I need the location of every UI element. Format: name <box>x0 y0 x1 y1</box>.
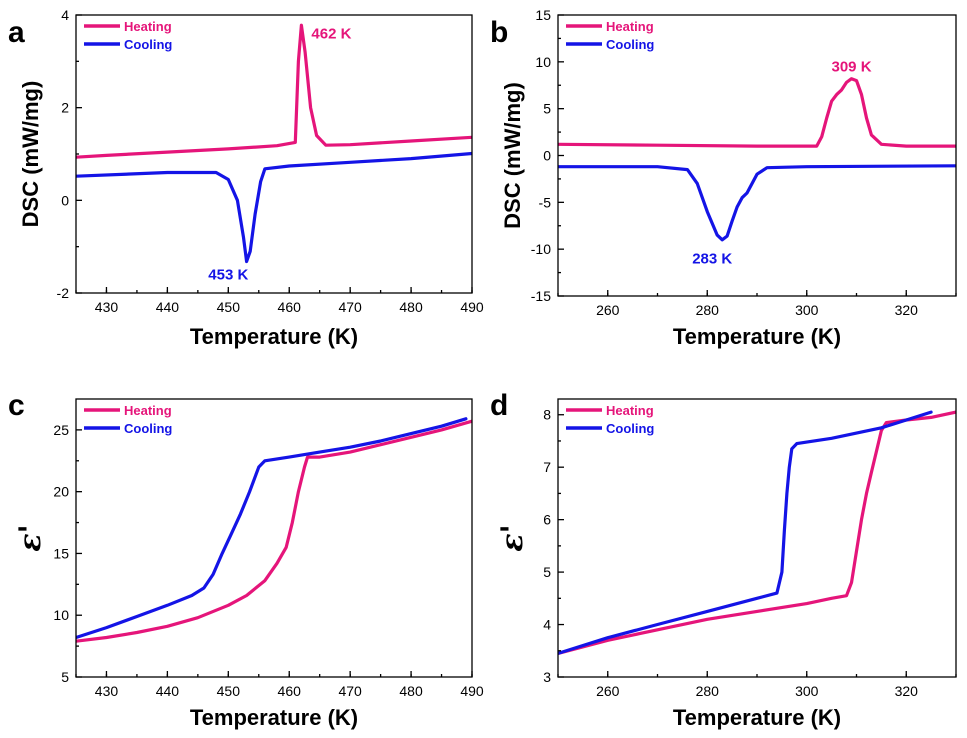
x-tick-label: 450 <box>217 299 241 315</box>
peak-annotation: 283 K <box>692 251 732 268</box>
series-line-cooling <box>76 417 468 640</box>
y-tick-label: 5 <box>61 669 69 685</box>
peak-annotation: 462 K <box>311 26 351 43</box>
series-line-cooling <box>76 151 472 264</box>
panel-letter: b <box>490 16 508 49</box>
x-tick-label: 460 <box>278 299 302 315</box>
x-tick-label: 440 <box>156 683 180 699</box>
y-tick-label: 0 <box>61 192 69 208</box>
peak-annotation: 309 K <box>832 59 872 76</box>
y-tick-label: -10 <box>531 241 551 257</box>
legend-label-cooling: Cooling <box>124 421 172 436</box>
x-tick-label: 480 <box>399 299 423 315</box>
y-tick-label: 5 <box>543 564 551 580</box>
series-line-heating <box>558 77 956 148</box>
legend-label-heating: Heating <box>124 403 172 418</box>
panel-d: d 260 280 300 320 3 4 5 6 7 8 Temperature (K) ε' Heat… <box>490 389 957 730</box>
series-line-cooling <box>558 164 956 242</box>
plot-frame <box>557 14 957 297</box>
y-tick-label: -2 <box>57 285 70 301</box>
x-tick-label: 430 <box>95 683 119 699</box>
y-tick-label: 6 <box>543 512 551 528</box>
x-tick-label: 430 <box>95 299 119 315</box>
y-tick-label: 10 <box>535 54 551 70</box>
legend-label-cooling: Cooling <box>606 421 654 436</box>
y-tick-label: 2 <box>61 100 69 116</box>
plot-frame <box>75 398 473 678</box>
panel-letter: c <box>8 389 25 422</box>
x-tick-label: 300 <box>795 302 819 318</box>
y-tick-label: 25 <box>53 422 69 438</box>
x-tick-label: 480 <box>399 683 423 699</box>
series-line-heating <box>558 410 956 656</box>
y-tick-label: 0 <box>543 148 551 164</box>
x-axis-label: Temperature (K) <box>190 705 358 730</box>
y-axis-label: DSC (mW/mg) <box>500 82 525 229</box>
y-axis-label: ε' <box>495 524 530 551</box>
panel-b: b 260 280 300 320 -15 -10 -5 0 5 10 15 Temperature (… <box>490 7 957 349</box>
x-tick-label: 490 <box>460 299 484 315</box>
y-axis-label: DSC (mW/mg) <box>18 81 43 228</box>
x-tick-label: 460 <box>278 683 302 699</box>
y-tick-label: 4 <box>543 617 551 633</box>
legend-label-heating: Heating <box>606 19 654 34</box>
y-tick-label: 4 <box>61 7 69 23</box>
x-axis-label: Temperature (K) <box>190 324 358 349</box>
y-axis-label: ε' <box>13 524 48 551</box>
x-tick-label: 300 <box>795 683 819 699</box>
x-axis-label: Temperature (K) <box>673 705 841 730</box>
panel-letter: a <box>8 16 25 49</box>
series-line-heating <box>76 419 472 643</box>
y-tick-label: 7 <box>543 459 551 475</box>
y-tick-label: 8 <box>543 407 551 423</box>
panel-c: c 430 440 450 460 470 480 490 5 10 15 20 25 Temperatu… <box>8 389 484 730</box>
y-tick-label: 15 <box>535 7 551 23</box>
legend-label-heating: Heating <box>124 19 172 34</box>
x-tick-label: 280 <box>696 302 720 318</box>
x-tick-label: 450 <box>217 683 241 699</box>
x-tick-label: 470 <box>338 299 362 315</box>
legend-label-heating: Heating <box>606 403 654 418</box>
panel-a: a 430 440 450 460 470 480 490 -2 0 2 4 Temperature (… <box>8 7 484 349</box>
x-tick-label: 470 <box>338 683 362 699</box>
y-tick-label: -15 <box>531 288 551 304</box>
legend-label-cooling: Cooling <box>606 37 654 52</box>
y-tick-label: 15 <box>53 545 69 561</box>
panel-letter: d <box>490 389 508 422</box>
peak-annotation: 453 K <box>208 266 248 283</box>
legend-label-cooling: Cooling <box>124 37 172 52</box>
x-tick-label: 320 <box>895 683 919 699</box>
x-tick-label: 320 <box>895 302 919 318</box>
x-tick-label: 490 <box>460 683 484 699</box>
y-tick-label: -5 <box>539 194 552 210</box>
y-tick-label: 10 <box>53 607 69 623</box>
x-tick-label: 260 <box>596 683 620 699</box>
x-tick-label: 260 <box>596 302 620 318</box>
series-line-cooling <box>558 410 933 656</box>
series-line-heating <box>76 23 472 159</box>
x-tick-label: 280 <box>696 683 720 699</box>
y-tick-label: 5 <box>543 101 551 117</box>
y-tick-label: 20 <box>53 484 69 500</box>
y-tick-label: 3 <box>543 669 551 685</box>
x-axis-label: Temperature (K) <box>673 324 841 349</box>
x-tick-label: 440 <box>156 299 180 315</box>
